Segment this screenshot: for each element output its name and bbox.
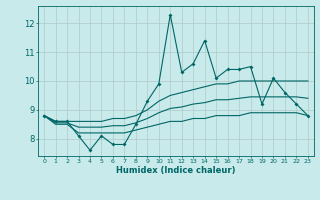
X-axis label: Humidex (Indice chaleur): Humidex (Indice chaleur) xyxy=(116,166,236,175)
